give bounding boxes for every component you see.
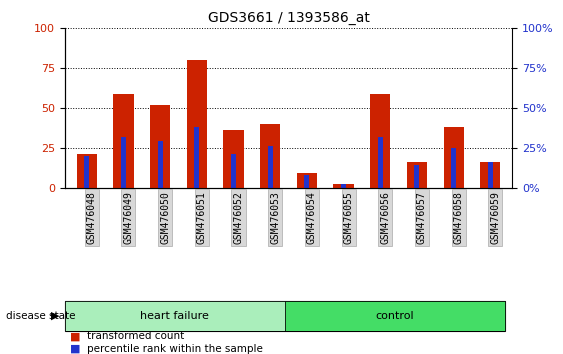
Text: heart failure: heart failure: [140, 311, 209, 321]
Text: GSM476059: GSM476059: [490, 191, 501, 244]
Bar: [451, 148, 456, 188]
Text: GSM476054: GSM476054: [307, 191, 317, 244]
Bar: [158, 141, 163, 188]
Text: GSM476052: GSM476052: [234, 191, 244, 244]
Bar: [341, 184, 346, 188]
Text: GSM476050: GSM476050: [160, 191, 170, 244]
Bar: [333, 184, 354, 188]
Bar: [84, 156, 90, 188]
Bar: [407, 162, 427, 188]
Bar: [224, 130, 244, 188]
Bar: [231, 154, 236, 188]
Bar: [187, 60, 207, 188]
Text: GSM476057: GSM476057: [417, 191, 427, 244]
Bar: [444, 127, 464, 188]
Text: GSM476049: GSM476049: [123, 191, 133, 244]
Text: GSM476048: GSM476048: [87, 191, 97, 244]
Bar: [113, 94, 133, 188]
Text: transformed count: transformed count: [87, 331, 185, 341]
Bar: [378, 137, 383, 188]
Bar: [285, 301, 505, 331]
Bar: [260, 124, 280, 188]
Text: ▶: ▶: [51, 311, 59, 321]
Bar: [65, 301, 285, 331]
Text: GSM476051: GSM476051: [197, 191, 207, 244]
Bar: [297, 173, 317, 188]
Bar: [370, 94, 390, 188]
Bar: [414, 165, 419, 188]
Text: control: control: [376, 311, 414, 321]
Text: GSM476053: GSM476053: [270, 191, 280, 244]
Text: GSM476058: GSM476058: [454, 191, 463, 244]
Text: ■: ■: [70, 331, 81, 341]
Text: disease state: disease state: [6, 311, 75, 321]
Bar: [267, 146, 272, 188]
Title: GDS3661 / 1393586_at: GDS3661 / 1393586_at: [208, 11, 369, 24]
Bar: [150, 105, 170, 188]
Text: percentile rank within the sample: percentile rank within the sample: [87, 344, 263, 354]
Text: GSM476055: GSM476055: [343, 191, 354, 244]
Bar: [305, 175, 310, 188]
Bar: [194, 127, 199, 188]
Bar: [488, 162, 493, 188]
Bar: [121, 137, 126, 188]
Bar: [480, 162, 501, 188]
Text: GSM476056: GSM476056: [380, 191, 390, 244]
Bar: [77, 154, 97, 188]
Text: ■: ■: [70, 344, 81, 354]
